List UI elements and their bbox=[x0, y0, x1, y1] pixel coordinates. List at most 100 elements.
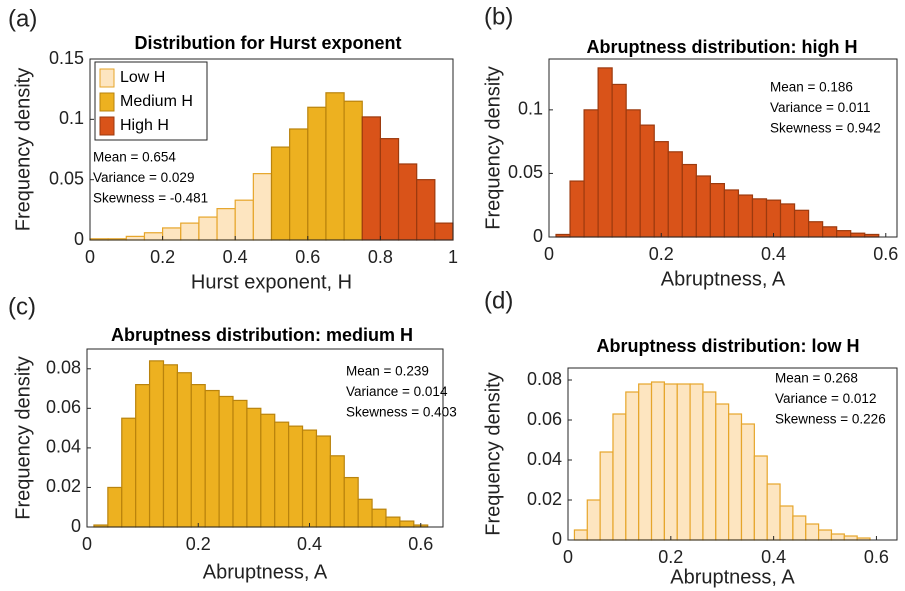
histogram-bar bbox=[822, 226, 838, 238]
histogram-bar bbox=[343, 100, 363, 241]
histogram-bar bbox=[216, 208, 236, 241]
histogram-bar bbox=[836, 230, 852, 238]
axes-box bbox=[86, 348, 444, 528]
x-tick-label: 0.4 bbox=[223, 247, 248, 267]
x-axis-label: Abruptness, A bbox=[661, 268, 786, 290]
chart-title: Abruptness distribution: high H bbox=[587, 37, 858, 57]
panel: 0 0.2 0.4 0.6 0.8 1 0 0.05 0.1 0.15 Distribution f… bbox=[8, 5, 458, 293]
histogram-bar bbox=[385, 516, 401, 528]
x-tick-label: 0.4 bbox=[297, 534, 322, 554]
y-axis-label: Frequency density bbox=[482, 372, 504, 535]
histogram-bar bbox=[148, 360, 165, 528]
histogram-bar bbox=[416, 179, 436, 241]
x-axis-label: Hurst exponent, H bbox=[191, 271, 352, 293]
annotation: Mean = 0.268 bbox=[775, 371, 858, 386]
x-tick-label: 0.6 bbox=[873, 244, 898, 264]
x-tick-label: 0.6 bbox=[295, 247, 320, 267]
histogram-bar bbox=[639, 124, 655, 238]
histogram-bar bbox=[695, 175, 711, 238]
histogram-bar bbox=[246, 407, 262, 528]
histogram-bar bbox=[274, 421, 290, 528]
histogram-bar bbox=[288, 425, 304, 528]
histogram-bar bbox=[218, 395, 234, 528]
histogram-bar bbox=[766, 483, 781, 541]
y-tick-label: 0.06 bbox=[46, 397, 81, 417]
y-tick-label: 0.02 bbox=[46, 476, 81, 496]
y-tick-label: 0.02 bbox=[527, 489, 562, 509]
panel-label: (c) bbox=[8, 293, 36, 320]
y-tick-label: 0.04 bbox=[527, 449, 562, 469]
axes-box bbox=[89, 58, 454, 241]
histogram-bar bbox=[702, 391, 717, 541]
histogram-bar bbox=[650, 381, 665, 541]
annotation: Mean = 0.186 bbox=[770, 80, 853, 95]
x-tick-label: 0 bbox=[563, 547, 573, 567]
histogram-bar bbox=[121, 417, 137, 528]
annotation: Variance = 0.029 bbox=[93, 170, 194, 185]
histogram-bar bbox=[843, 535, 858, 541]
histogram-bar bbox=[190, 384, 206, 528]
y-axis-label: Frequency density bbox=[12, 356, 34, 519]
histogram-bar bbox=[653, 141, 669, 238]
histogram-bar bbox=[125, 235, 146, 241]
histogram-bar bbox=[234, 199, 254, 241]
y-tick-label: 0 bbox=[74, 229, 84, 249]
histogram-bar bbox=[667, 151, 683, 238]
histogram-bar bbox=[850, 232, 866, 238]
histogram-bar bbox=[315, 435, 331, 528]
histogram-bar bbox=[397, 163, 418, 241]
histogram-bar bbox=[740, 423, 755, 541]
y-tick-label: 0.06 bbox=[527, 409, 562, 429]
histogram-bar bbox=[325, 92, 345, 241]
histogram-bar bbox=[260, 413, 276, 528]
histogram-bar bbox=[805, 523, 820, 541]
histogram-bar bbox=[638, 383, 653, 541]
x-tick-label: 1 bbox=[448, 247, 458, 267]
histogram-bar bbox=[753, 455, 768, 541]
histogram-bar bbox=[830, 533, 845, 541]
x-tick-label: 0.6 bbox=[408, 534, 433, 554]
legend-label: Medium H bbox=[120, 93, 193, 110]
histogram-bar bbox=[204, 389, 220, 528]
histogram-bar bbox=[252, 173, 273, 241]
panel-label: (a) bbox=[8, 5, 37, 32]
legend-label: Low H bbox=[120, 69, 165, 86]
histogram-bar bbox=[751, 198, 768, 238]
x-tick-label: 0.2 bbox=[649, 244, 674, 264]
x-tick-label: 0 bbox=[82, 534, 92, 554]
axes-box bbox=[548, 58, 898, 238]
chart-title: Abruptness distribution: medium H bbox=[111, 325, 413, 345]
chart-title: Distribution for Hurst exponent bbox=[135, 33, 402, 53]
histogram-bar bbox=[779, 203, 796, 238]
histogram-bar bbox=[162, 227, 182, 241]
histogram-bar bbox=[162, 364, 178, 528]
x-tick-label: 0.2 bbox=[150, 247, 175, 267]
histogram-bar bbox=[361, 116, 381, 241]
x-tick-label: 0.8 bbox=[368, 247, 393, 267]
histogram-bar bbox=[379, 138, 400, 241]
x-tick-label: 0.2 bbox=[658, 547, 683, 567]
x-axis-label: Abruptness, A bbox=[670, 566, 795, 588]
annotation: Skewness = 0.226 bbox=[775, 412, 886, 427]
histogram-bar bbox=[779, 505, 794, 541]
y-tick-label: 0.04 bbox=[46, 437, 81, 457]
x-tick-label: 0.4 bbox=[761, 244, 786, 264]
histogram-bar bbox=[270, 146, 291, 241]
histogram-bar bbox=[807, 221, 824, 238]
histogram-bar bbox=[818, 529, 833, 541]
y-tick-label: 0.08 bbox=[46, 358, 81, 378]
histogram-bar bbox=[307, 106, 327, 241]
histogram-bar bbox=[599, 451, 614, 541]
y-tick-label: 0.05 bbox=[49, 168, 84, 188]
y-tick-label: 0.1 bbox=[59, 108, 84, 128]
histogram-bar bbox=[289, 128, 309, 241]
annotation: Mean = 0.654 bbox=[93, 150, 176, 165]
y-tick-label: 0 bbox=[71, 516, 81, 536]
panel-label: (b) bbox=[484, 3, 513, 30]
annotation: Variance = 0.011 bbox=[770, 100, 870, 115]
histogram-bar bbox=[715, 403, 730, 541]
annotation: Variance = 0.012 bbox=[775, 391, 876, 406]
histogram-bar bbox=[573, 529, 588, 541]
histogram-bar bbox=[728, 413, 743, 541]
x-tick-label: 0.6 bbox=[864, 547, 889, 567]
